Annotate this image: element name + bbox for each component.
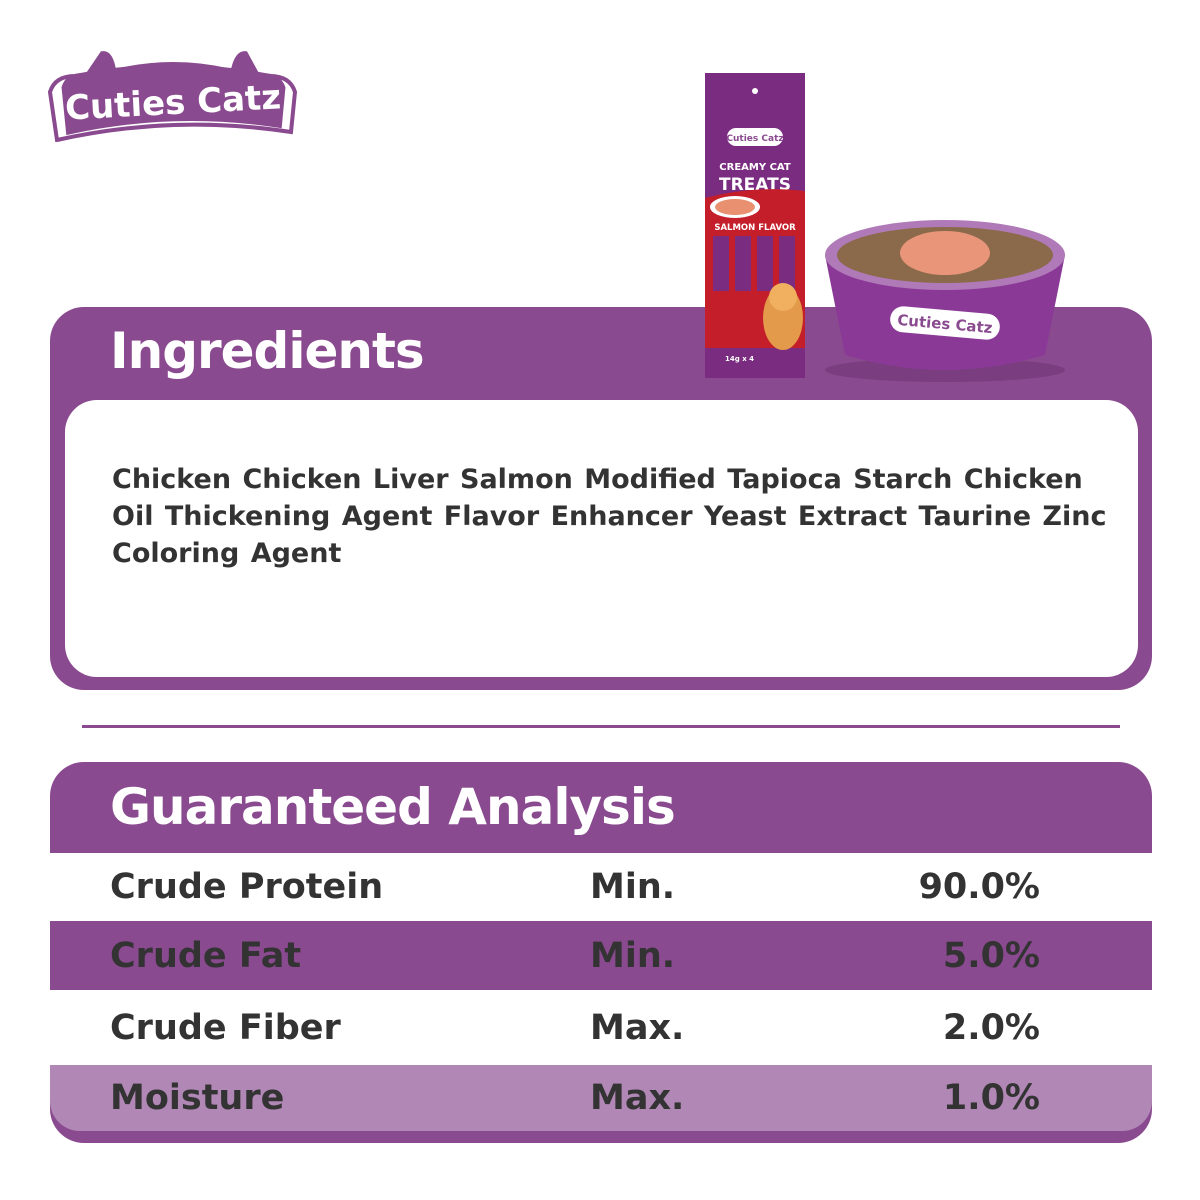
product-bowl-image: Cuties Catz (825, 220, 1065, 382)
product-flavor: SALMON FLAVOR (714, 223, 796, 233)
analysis-panel: Crude Protein Min. 90.0% Crude Fat Min. … (50, 762, 1152, 1143)
nutrient-name: Crude Fiber (110, 1007, 341, 1048)
analysis-row: Crude Protein Min. 90.0% (50, 853, 1152, 921)
nutrient-name: Moisture (110, 1078, 285, 1118)
nutrient-qualifier: Max. (590, 1078, 685, 1118)
analysis-row: Crude Fat Min. 5.0% (50, 921, 1152, 990)
nutrient-value: 90.0% (918, 867, 1040, 907)
product-line1: CREAMY CAT (719, 162, 791, 173)
section-divider (82, 725, 1120, 728)
nutrient-qualifier: Min. (590, 935, 676, 976)
analysis-row: Crude Fiber Max. 2.0% (50, 990, 1152, 1065)
brand-logo: Cuties Catz (47, 48, 298, 142)
nutrient-name: Crude Fat (110, 935, 302, 976)
nutrient-value: 2.0% (942, 1007, 1040, 1048)
analysis-row: Moisture Max. 1.0% (50, 1065, 1152, 1131)
ingredients-title: Ingredients (110, 322, 425, 380)
ingredients-box (65, 400, 1138, 677)
nutrient-qualifier: Min. (590, 867, 676, 907)
ingredients-text: Chicken Chicken Liver Salmon Modified Ta… (112, 464, 1107, 569)
nutrient-qualifier: Max. (590, 1007, 685, 1048)
nutrient-value: 5.0% (942, 935, 1040, 976)
product-pouch-image: Cuties Catz CREAMY CAT TREATS SALMON FLA… (705, 73, 805, 378)
svg-text:Cuties Catz: Cuties Catz (726, 134, 783, 144)
analysis-title: Guaranteed Analysis (110, 778, 676, 836)
nutrient-name: Crude Protein (110, 867, 384, 907)
product-size: 14g x 4 (725, 355, 754, 363)
nutrient-value: 1.0% (942, 1078, 1040, 1118)
